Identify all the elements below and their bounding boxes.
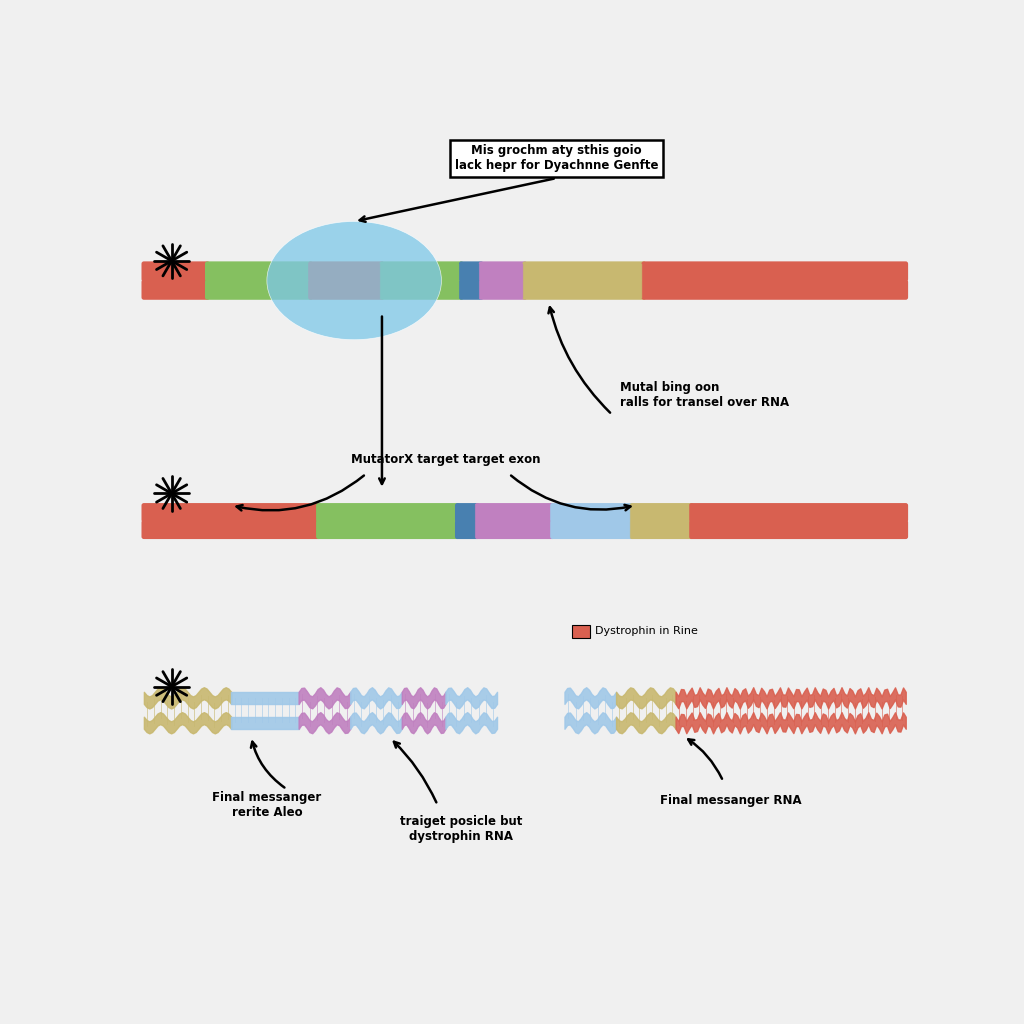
FancyBboxPatch shape <box>316 503 460 522</box>
FancyBboxPatch shape <box>316 520 460 539</box>
Text: MutatorX target target exon: MutatorX target target exon <box>350 453 541 466</box>
FancyBboxPatch shape <box>550 503 634 522</box>
FancyBboxPatch shape <box>479 261 527 282</box>
FancyBboxPatch shape <box>522 261 646 282</box>
FancyBboxPatch shape <box>459 261 483 282</box>
FancyBboxPatch shape <box>641 280 908 300</box>
Ellipse shape <box>267 221 441 340</box>
FancyBboxPatch shape <box>308 261 384 282</box>
FancyBboxPatch shape <box>641 261 908 282</box>
FancyBboxPatch shape <box>550 520 634 539</box>
FancyBboxPatch shape <box>522 280 646 300</box>
FancyBboxPatch shape <box>141 280 210 300</box>
FancyBboxPatch shape <box>689 520 908 539</box>
FancyBboxPatch shape <box>475 520 555 539</box>
FancyBboxPatch shape <box>141 503 321 522</box>
FancyBboxPatch shape <box>630 503 694 522</box>
FancyBboxPatch shape <box>308 280 384 300</box>
FancyBboxPatch shape <box>630 520 694 539</box>
Text: Dystrophin in Rine: Dystrophin in Rine <box>595 627 697 637</box>
FancyBboxPatch shape <box>455 520 479 539</box>
FancyBboxPatch shape <box>479 280 527 300</box>
Text: Mutal bing oon
ralls for transel over RNA: Mutal bing oon ralls for transel over RN… <box>620 381 790 409</box>
FancyBboxPatch shape <box>475 503 555 522</box>
FancyBboxPatch shape <box>689 503 908 522</box>
FancyBboxPatch shape <box>380 280 464 300</box>
Text: Mis grochm aty sthis goio
lack hepr for Dyachnne Genfte: Mis grochm aty sthis goio lack hepr for … <box>455 144 658 172</box>
FancyBboxPatch shape <box>459 280 483 300</box>
Text: Final messanger RNA: Final messanger RNA <box>660 795 802 808</box>
FancyBboxPatch shape <box>380 261 464 282</box>
Bar <box>572 625 590 638</box>
FancyBboxPatch shape <box>205 280 313 300</box>
Text: traiget posicle but
dystrophin RNA: traiget posicle but dystrophin RNA <box>400 814 522 843</box>
Text: Final messanger
rerite Aleo: Final messanger rerite Aleo <box>212 791 322 819</box>
FancyBboxPatch shape <box>141 520 321 539</box>
FancyBboxPatch shape <box>455 503 479 522</box>
FancyBboxPatch shape <box>205 261 313 282</box>
FancyBboxPatch shape <box>141 261 210 282</box>
